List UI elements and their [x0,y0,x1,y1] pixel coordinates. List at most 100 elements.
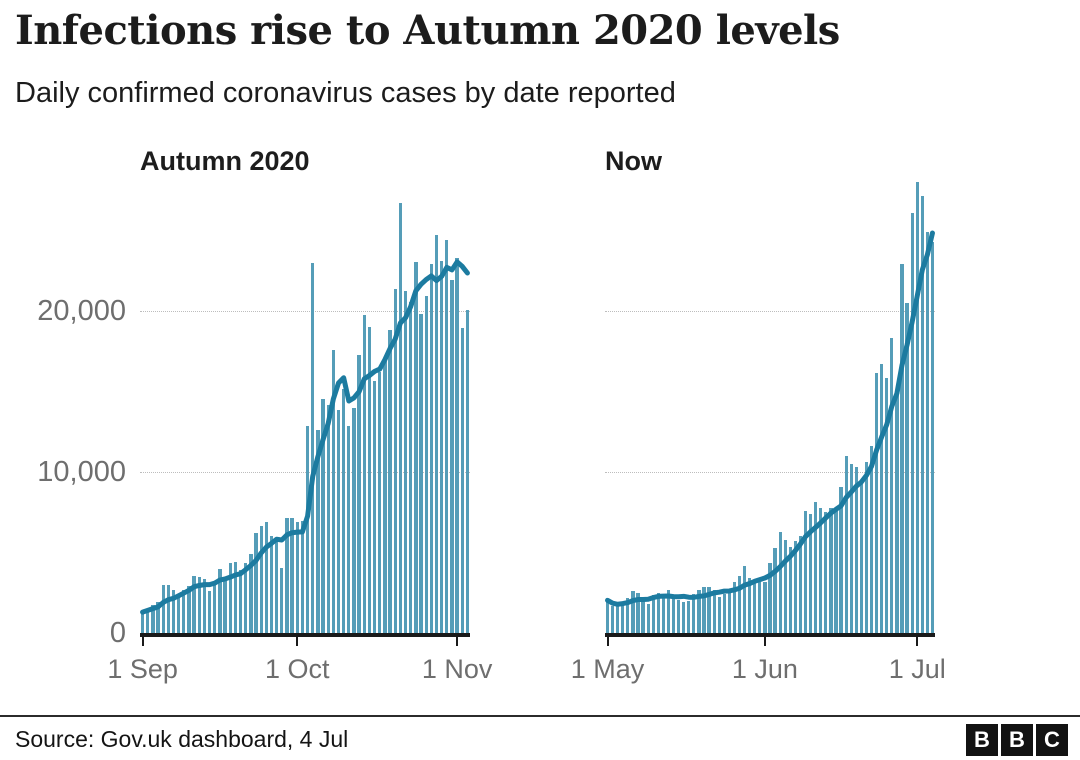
chart-panel-title: Now [605,146,662,176]
daily-cases-bar [880,363,884,633]
daily-cases-bar [636,592,640,633]
daily-cases-bar [342,388,346,633]
daily-cases-bar [156,601,160,633]
daily-cases-bar [300,520,305,633]
daily-cases-bar [450,279,454,633]
daily-cases-bar [269,535,274,633]
daily-cases-bar [905,302,909,633]
daily-cases-bar [692,594,696,633]
daily-cases-bar [378,372,382,633]
daily-cases-bar [737,575,742,633]
daily-cases-bar [197,576,201,633]
daily-cases-bar [773,547,777,633]
daily-cases-bar [403,290,408,633]
daily-cases-bar [465,310,470,633]
bbc-logo: B B C [966,724,1068,756]
daily-cases-bar [712,589,716,633]
daily-cases-bar [419,313,423,633]
daily-cases-bar [849,464,853,633]
daily-cases-bar [316,429,320,633]
y-axis-tick-label: 0 [109,617,126,649]
daily-cases-bar [819,508,823,633]
daily-cases-bar [900,264,904,633]
daily-cases-bar [788,546,792,633]
daily-cases-bar [290,518,294,633]
daily-cases-bar [616,606,620,633]
daily-cases-bar [207,590,212,633]
daily-cases-bar [671,597,676,633]
daily-cases-bar [793,541,797,633]
daily-cases-bar [434,234,439,633]
daily-cases-bar [367,327,372,633]
daily-cases-bar [372,380,377,633]
daily-cases-bar [803,511,808,633]
daily-cases-bar [233,561,238,633]
daily-cases-bar [140,612,145,633]
x-axis-tick-label: 1 Jul [888,654,946,684]
daily-cases-bar [177,594,181,633]
daily-cases-bar [768,563,772,633]
daily-cases-bar [763,581,767,633]
daily-cases-bar [311,262,315,633]
y-axis-tick-label: 20,000 [37,294,126,327]
daily-cases-bar [676,600,681,633]
daily-cases-bar [682,601,686,633]
daily-cases-bar [295,521,299,633]
daily-cases-bar [398,202,403,633]
daily-cases-bar [702,586,706,633]
daily-cases-bar [352,407,356,633]
footer-divider [0,715,1080,717]
daily-cases-bar [626,598,630,633]
daily-cases-bar [249,553,253,633]
daily-cases-bar [727,592,731,633]
bbc-logo-letter: B [1001,724,1033,756]
daily-cases-bar [605,600,610,633]
daily-cases-bar [362,315,366,633]
daily-cases-bar [357,355,361,633]
daily-cases-bar [864,461,869,633]
headline: Infections rise to Autumn 2020 levels [15,7,840,54]
daily-cases-bar [259,526,263,633]
daily-cases-bar [161,584,165,633]
daily-cases-bar [285,517,289,633]
x-axis-tick [763,637,766,646]
daily-cases-bar [182,590,186,633]
subtitle: Daily confirmed coronavirus cases by dat… [15,77,676,109]
daily-cases-bar [202,579,207,633]
daily-cases-bar [409,302,413,633]
x-axis-baseline [605,633,935,637]
daily-cases-bar [166,585,170,633]
daily-cases-bar [646,604,650,633]
daily-cases-bar [829,508,833,633]
x-axis-tick [141,637,144,646]
daily-cases-bar [171,590,176,633]
daily-cases-bar [742,565,747,633]
daily-cases-bar [192,575,196,633]
daily-cases-bar [151,605,155,633]
daily-cases-bar [748,578,752,633]
daily-cases-bar [331,350,335,633]
x-axis-tick [606,637,609,646]
daily-cases-bar [238,570,243,633]
daily-cases-bar [621,601,625,633]
gridline [140,310,470,312]
daily-cases-bar [890,338,894,633]
x-axis-tick-label: 1 Oct [265,654,330,684]
daily-cases-bar [920,195,924,633]
daily-cases-bar [753,580,757,633]
daily-cases-bar [424,296,428,633]
x-axis-tick-label: 1 Nov [421,654,493,684]
daily-cases-bar [146,608,150,633]
daily-cases-bar [859,483,863,633]
daily-cases-bar [814,502,818,633]
daily-cases-bar [280,567,284,633]
daily-cases-bar [839,487,843,633]
daily-cases-bar [213,582,217,633]
daily-cases-bar [336,409,341,633]
daily-cases-bar [414,262,418,633]
x-axis-tick-label: 1 Jun [731,654,798,684]
daily-cases-bar [326,404,330,633]
daily-cases-bar [393,289,397,633]
daily-cases-bar [321,398,325,633]
